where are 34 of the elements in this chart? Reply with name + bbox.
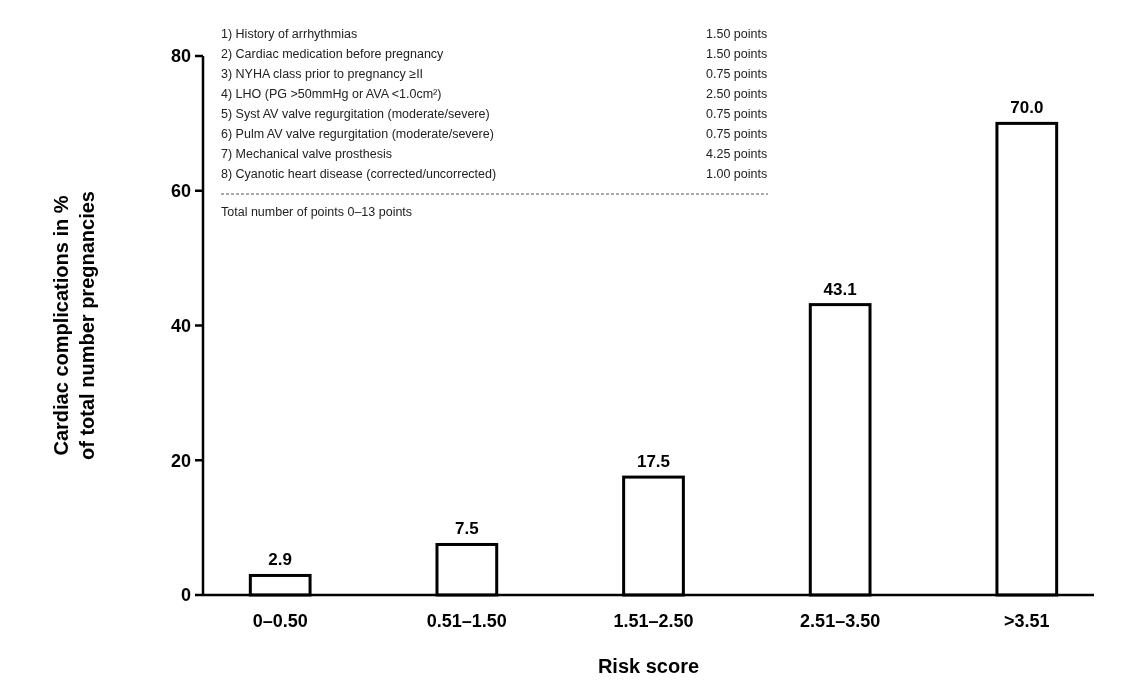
- y-axis-title: Cardiac complications in % of total number pregnancies: [50, 191, 98, 460]
- annotation: 8) Cyanotic heart disease (corrected/uncorrected): [221, 167, 497, 181]
- y-tick-label: 80: [170, 46, 191, 67]
- y-tick-label: 40: [170, 315, 191, 336]
- annotation: 3) NYHA class prior to pregnancy ≥II: [221, 67, 424, 81]
- annotation: 5) Syst AV valve regurgitation (moderate/severe): [221, 107, 490, 121]
- annotation: 7) Mechanical valve prosthesis: [221, 147, 392, 161]
- x-tick-label: >3.51: [1004, 611, 1050, 631]
- annotation: 2.50 points: [706, 87, 768, 101]
- annotation: 2) Cardiac medication before pregnancy: [221, 47, 445, 61]
- y-tick-label: 0: [180, 585, 191, 606]
- data-label: 2.9: [268, 550, 293, 570]
- annotation: 6) Pulm AV valve regurgitation (moderate/severe): [221, 127, 494, 141]
- y-tick-label: 20: [170, 450, 191, 471]
- annotation: 0.75 points: [706, 127, 768, 141]
- data-label: 17.5: [636, 452, 671, 472]
- annotation: 0.75 points: [706, 67, 768, 81]
- annotation: 0.75 points: [706, 107, 768, 121]
- data-label: 43.1: [823, 279, 857, 299]
- annotation: Total number of points 0–13 points: [221, 205, 413, 219]
- y-tick-label: 60: [170, 181, 191, 202]
- data-label: 70.0: [1010, 98, 1044, 118]
- x-axis-title: Risk score: [597, 655, 700, 677]
- annotation: 4.25 points: [706, 147, 768, 161]
- annotation: 1.00 points: [706, 167, 768, 181]
- text: 1) History of arrhythmias: [221, 27, 358, 41]
- annotation: 4) LHO (PG >50mmHg or AVA <1.0cm²): [221, 87, 442, 101]
- x-tick-label: 2.51–3.50: [800, 611, 881, 631]
- text: 1.50 points: [706, 27, 768, 41]
- x-tick-label: 0–0.50: [252, 611, 308, 631]
- annotation: 1.50 points: [706, 47, 768, 61]
- x-tick-label: 1.51–2.50: [613, 611, 694, 631]
- x-tick-label: 0.51–1.50: [426, 611, 507, 631]
- data-label: 7.5: [455, 519, 479, 539]
